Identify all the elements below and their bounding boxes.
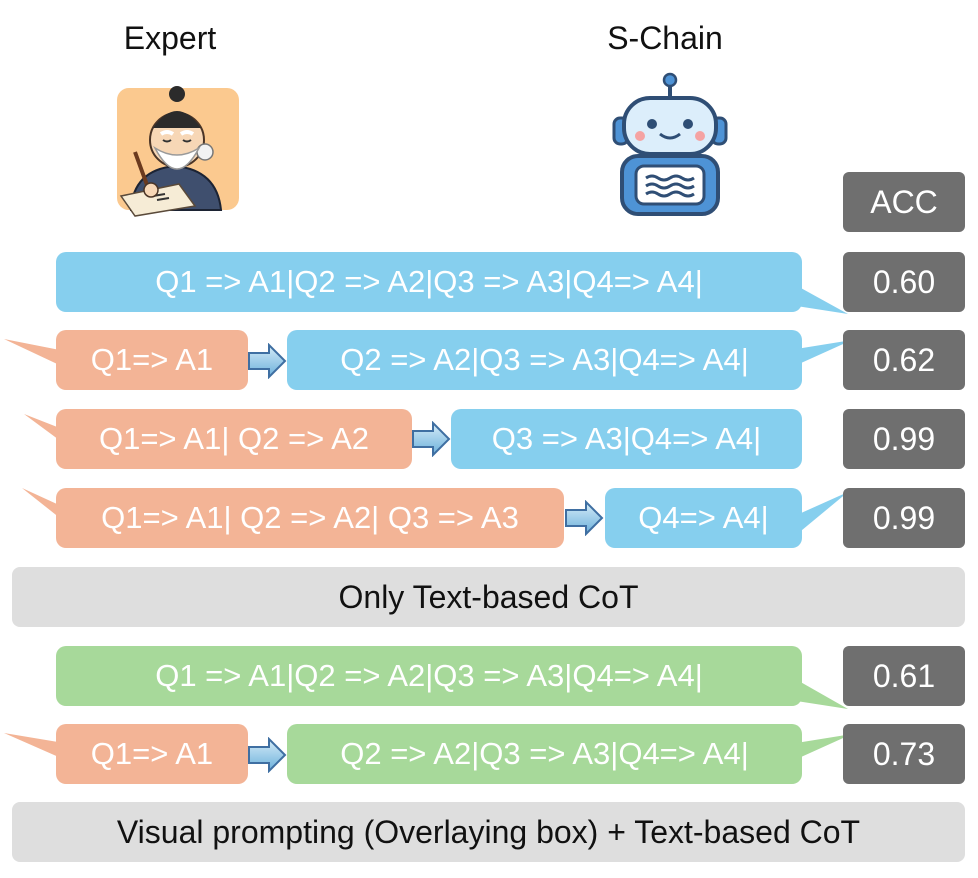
acc-visual-row-1: 0.61 [843,646,965,706]
tail-expert-visual-row-2 [4,733,70,762]
acc-text-row-4: 0.99 [843,488,965,548]
schain-text-row-1: Q1 => A1|Q2 => A2|Q3 => A3|Q4=> A4| [56,252,802,312]
acc-text-row-3: 0.99 [843,409,965,469]
caption-text-cot: Only Text-based CoT [12,567,965,627]
acc-visual-row-2: 0.73 [843,724,965,784]
right-arrow-icon [412,421,451,457]
right-arrow-icon [248,343,287,379]
expert-text-row-4: Q1=> A1| Q2 => A2| Q3 => A3 [56,488,564,548]
acc-text-row-1: 0.60 [843,252,965,312]
expert-visual-row-2: Q1=> A1 [56,724,248,784]
tail-visual-row-2 [790,734,852,762]
acc-text-row-2: 0.62 [843,330,965,390]
acc-header: ACC [843,172,965,232]
right-arrow-icon [248,737,287,773]
right-arrow-icon [565,500,604,536]
tail-text-row-2 [790,340,852,368]
expert-text-row-3: Q1=> A1| Q2 => A2 [56,409,412,469]
schain-text-row-4: Q4=> A4| [605,488,802,548]
schain-visual-row-1: Q1 => A1|Q2 => A2|Q3 => A3|Q4=> A4| [56,646,802,706]
expert-text-row-2: Q1=> A1 [56,330,248,390]
caption-visual-cot: Visual prompting (Overlaying box) + Text… [12,802,965,862]
schain-visual-row-2: Q2 => A2|Q3 => A3|Q4=> A4| [287,724,802,784]
tail-text-row-1 [790,282,848,314]
robot-icon [612,72,728,216]
tail-visual-row-1 [790,676,848,709]
expert-label: Expert [123,20,217,56]
elderly-scholar-writing-icon [117,86,239,217]
schain-label: S-Chain [607,20,723,56]
tail-text-row-4 [790,492,848,540]
schain-text-row-2: Q2 => A2|Q3 => A3|Q4=> A4| [287,330,802,390]
tail-expert-row-2 [4,339,70,370]
schain-text-row-3: Q3 => A3|Q4=> A4| [451,409,802,469]
